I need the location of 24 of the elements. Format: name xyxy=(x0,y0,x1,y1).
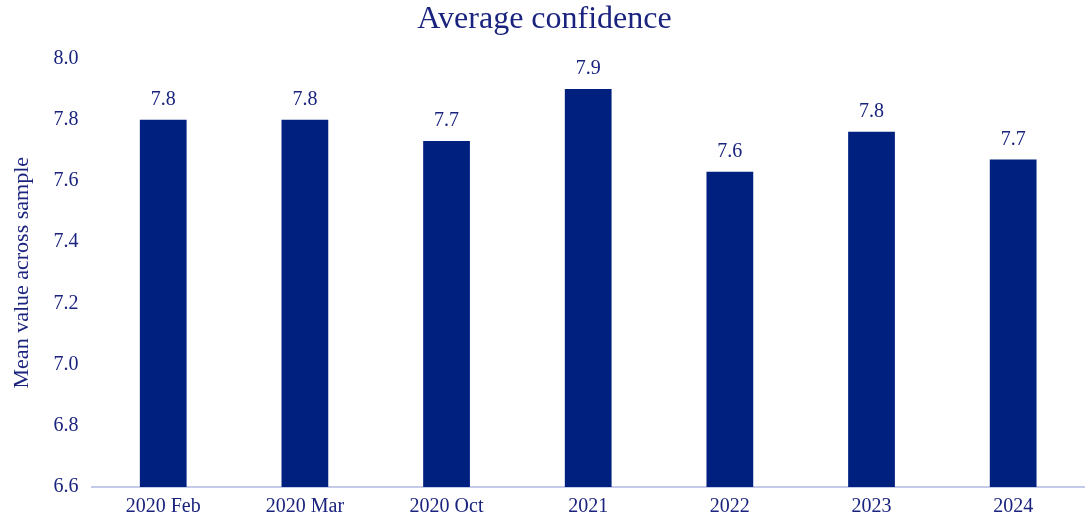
y-axis-title: Mean value across sample xyxy=(7,156,33,389)
x-tick-label: 2020 Mar xyxy=(265,494,345,517)
data-label: 7.9 xyxy=(575,56,601,79)
data-label: 7.8 xyxy=(859,99,885,122)
data-label: 7.7 xyxy=(1000,126,1026,149)
chart-title: Average confidence xyxy=(417,0,672,35)
x-tick-label: 2023 xyxy=(851,494,892,517)
data-label: 7.6 xyxy=(717,138,743,161)
y-tick-label: 7.8 xyxy=(53,106,79,129)
x-tick-label: 2020 Oct xyxy=(409,494,484,517)
x-tick-label: 2020 Feb xyxy=(125,494,201,517)
y-tick-label: 6.8 xyxy=(53,413,79,436)
y-tick-label: 6.6 xyxy=(53,474,79,497)
y-tick-label: 7.2 xyxy=(53,290,79,313)
data-label: 7.8 xyxy=(292,86,318,109)
data-label: 7.7 xyxy=(434,108,460,131)
x-tick-label: 2022 xyxy=(709,494,750,517)
y-tick-label: 7.6 xyxy=(53,168,79,191)
x-tick-label: 2021 xyxy=(568,494,609,517)
x-tick-label: 2024 xyxy=(993,494,1034,517)
y-tick-label: 7.0 xyxy=(53,351,79,374)
y-tick-label: 7.4 xyxy=(53,229,79,252)
data-label: 7.8 xyxy=(150,86,176,109)
y-tick-label: 8.0 xyxy=(53,45,79,68)
